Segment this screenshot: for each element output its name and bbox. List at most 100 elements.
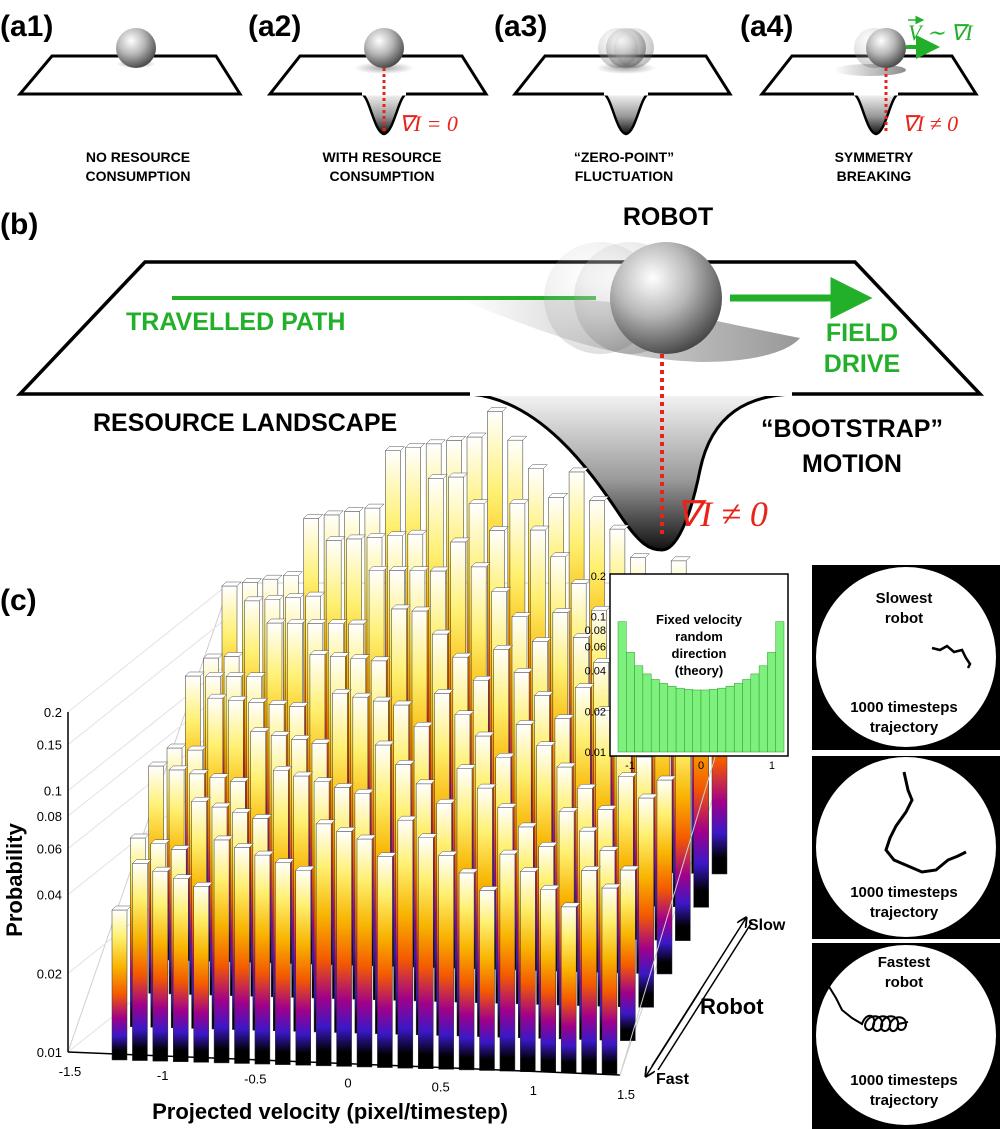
arena [816, 757, 996, 937]
robot-ball-icon [610, 242, 722, 354]
histogram-bar-top [470, 562, 491, 568]
histogram-bar-top [548, 493, 569, 498]
histogram-bar-top [150, 839, 171, 844]
histogram-bar-top [384, 446, 405, 451]
trajectory-caption-2: trajectory [870, 904, 939, 921]
gridline [67, 661, 231, 792]
inset-bar [758, 665, 768, 753]
histogram-bar-top [131, 859, 153, 864]
caption-a4-line2: BREAKING [837, 168, 912, 184]
gridline [67, 686, 231, 817]
inset-bar [717, 687, 727, 753]
histogram-bar-top [638, 793, 659, 799]
histogram-bar-top [225, 672, 246, 677]
flat-plane [16, 54, 243, 96]
histogram-bar-top [486, 407, 508, 412]
histogram-bar-top [578, 826, 600, 832]
resource-well [603, 92, 649, 136]
histogram-bar-top [409, 566, 430, 571]
histogram-bar-top [288, 702, 310, 707]
histogram-bar-top [431, 629, 453, 635]
histogram-bar-top [209, 773, 230, 778]
inset-bar [684, 689, 693, 753]
histogram-bar-top [438, 851, 459, 856]
histogram-bar-top [468, 499, 489, 504]
inset-bar [659, 683, 669, 753]
ball-icon [116, 28, 156, 68]
inset-bar [700, 689, 710, 753]
inset-bar [750, 673, 760, 753]
histogram-bar-top [311, 739, 332, 744]
histogram-bar-top [190, 797, 212, 802]
trajectory-caption-2: trajectory [870, 1092, 939, 1109]
histogram-bar-top [619, 865, 640, 871]
trajectory-title-1: Fastest [878, 954, 931, 971]
histogram-bar-top [656, 775, 677, 781]
histogram-bar [234, 847, 250, 1064]
x-axis-title: Projected velocity (pixel/timestep) [152, 1099, 508, 1124]
histogram-bar-top [282, 571, 303, 576]
robot-label: ROBOT [623, 203, 713, 231]
formula-b: ∇I ≠ 0 [676, 494, 768, 534]
histogram-bar-top [552, 608, 573, 613]
histogram-bar-top [445, 436, 467, 441]
histogram-bar [581, 870, 597, 1074]
histogram-bar [620, 869, 636, 1041]
bootstrap-line2: MOTION [802, 450, 902, 478]
caption-a3-line2: FLUCTUATION [575, 168, 674, 184]
trajectory-path [884, 771, 967, 874]
histogram-bar [397, 819, 414, 1069]
histogram-bar-top [538, 842, 559, 847]
y-axis-title: Probability [2, 822, 27, 936]
histogram-bar-top [478, 886, 500, 891]
caption-a4-line1: SYMMETRY [835, 149, 914, 165]
histogram-bar-top [335, 827, 357, 832]
histogram-bar-top [572, 633, 593, 638]
histogram-bar-top [227, 696, 248, 701]
trajectory-title-2: robot [885, 974, 923, 991]
histogram-bar-top [213, 835, 234, 841]
y-tick-labels: 0.01 0.02 0.04 0.06 0.08 0.1 0.15 0.2 [37, 705, 62, 1060]
x-tick-label: 0.5 [432, 1079, 450, 1094]
trajectory-caption-1: 1000 timesteps [850, 699, 958, 716]
inset-bar [775, 621, 785, 753]
trajectory-fastest: Fastest robot 1000 timesteps trajectory [812, 943, 1000, 1129]
histogram-bar [275, 862, 291, 1065]
resource-well [469, 392, 793, 552]
inset-y-tick: 0.02 [585, 706, 606, 718]
inset-bar [667, 685, 677, 753]
x-tick-label: -1.5 [59, 1064, 81, 1079]
histogram-bar-top [327, 619, 348, 624]
histogram-bar [315, 823, 332, 1067]
field-drive-line2: DRIVE [824, 350, 900, 378]
histogram-bar-top [152, 866, 173, 872]
y-tick-label: 0.04 [37, 888, 62, 903]
histogram-bar-top [354, 789, 375, 794]
histogram-bar-top [540, 885, 561, 890]
histogram-bar-top [452, 652, 473, 658]
histogram-bar-top [313, 777, 334, 782]
panel-c: (c) 0.010.020.040.060.080.10.150.2 -1.5-… [0, 407, 1000, 1129]
histogram-bar-top [472, 676, 493, 681]
histogram-bar-top [597, 805, 618, 810]
robot-arrow-icon [646, 990, 701, 1076]
panel-a2-label: (a2) [248, 10, 301, 43]
trajectory-slowest: Slowest robot 1000 timesteps trajectory [812, 565, 1000, 750]
histogram-bar-top [284, 593, 305, 598]
inset-bar [733, 683, 743, 753]
histogram-bar-top [221, 581, 242, 587]
caption-a3-line1: “ZERO-POINT” [574, 149, 674, 165]
histogram-bar-top [295, 866, 316, 871]
trajectory-path [931, 644, 972, 669]
histogram-bar-top [390, 604, 412, 610]
gridline [67, 615, 231, 746]
histogram-bar-top [519, 867, 540, 872]
histogram-bar-top [350, 654, 371, 659]
histogram-bar-top [427, 474, 448, 479]
histogram-bar-top [493, 645, 514, 650]
histogram-bar-top [241, 578, 263, 583]
histogram-bar-top [588, 496, 610, 501]
histogram-bar-top [364, 503, 385, 509]
arena [816, 945, 996, 1125]
histogram-bar-top [433, 689, 455, 694]
